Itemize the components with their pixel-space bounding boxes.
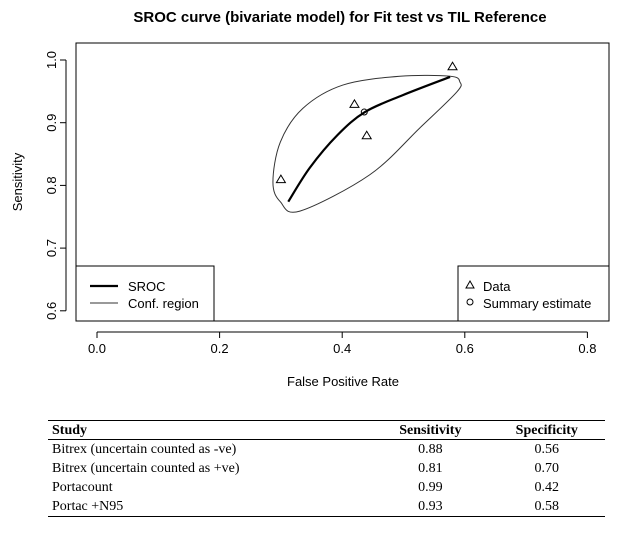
table-header: Study Sensitivity Specificity — [48, 420, 605, 440]
table-row: Portac +N95 0.93 0.58 — [48, 497, 605, 517]
legend-right: Data Summary estimate — [457, 265, 610, 322]
legend-data: Data — [483, 279, 511, 294]
cell-sensitivity: 0.99 — [418, 479, 443, 495]
cell-sensitivity: 0.88 — [418, 441, 443, 457]
cell-specificity: 0.42 — [534, 479, 560, 495]
chart-title: SROC curve (bivariate model) for Fit tes… — [133, 9, 546, 26]
cell-sensitivity: 0.81 — [418, 460, 443, 476]
table-row: Bitrex (uncertain counted as +ve) 0.81 0.7… — [48, 459, 605, 478]
triangle-marker-icon — [465, 279, 475, 289]
header-specificity: Specificity — [488, 420, 605, 440]
table-row: Bitrex (uncertain counted as -ve) 0.88 0.5… — [48, 440, 605, 460]
y-tick-label: 0.9 — [44, 114, 59, 132]
x-tick-label: 0.2 — [211, 341, 229, 356]
cell-study: Bitrex (uncertain counted as +ve) — [52, 460, 240, 476]
cell-study: Portac +N95 — [48, 497, 373, 517]
x-tick-label: 0.0 — [88, 341, 106, 356]
x-tick-label: 0.8 — [578, 341, 596, 356]
x-tick-label: 0.4 — [333, 341, 351, 356]
data-point — [447, 61, 458, 71]
y-axis-label: Sensitivity — [10, 152, 25, 211]
plot-box — [75, 42, 610, 322]
cell-specificity: 0.56 — [534, 441, 560, 457]
legend-sroc: SROC — [128, 279, 166, 294]
x-axis-label: False Positive Rate — [287, 374, 399, 389]
data-point — [275, 174, 287, 184]
confidence-region — [272, 74, 462, 213]
cell-study: Portacount — [52, 479, 113, 495]
data-point — [361, 130, 373, 140]
sroc-chart: SROC curve (bivariate model) for Fit tes… — [10, 9, 610, 389]
y-tick-label: 1.0 — [44, 51, 59, 69]
legend-left: SROC Conf. region — [75, 265, 215, 322]
table-row: Portacount 0.99 0.42 — [48, 478, 605, 497]
y-tick-label: 0.6 — [44, 302, 59, 320]
y-tick-label: 0.8 — [44, 176, 59, 194]
cell-study: Bitrex (uncertain counted as -ve) — [52, 441, 237, 457]
data-point — [349, 98, 360, 108]
circle-marker-icon — [466, 298, 474, 306]
legend-conf-region: Conf. region — [128, 296, 199, 311]
legend-summary: Summary estimate — [483, 296, 591, 311]
sroc-curve — [287, 75, 451, 203]
header-study: Study — [48, 420, 373, 440]
x-tick-label: 0.6 — [456, 341, 474, 356]
cell-specificity: 0.58 — [488, 497, 605, 517]
cell-specificity: 0.70 — [534, 460, 560, 476]
cell-sensitivity: 0.93 — [372, 497, 489, 517]
y-tick-label: 0.7 — [44, 239, 59, 257]
summary-estimate-point — [360, 108, 368, 116]
study-table: Study Sensitivity Specificity Bitrex (un… — [48, 420, 605, 517]
header-sensitivity: Sensitivity — [372, 420, 489, 440]
